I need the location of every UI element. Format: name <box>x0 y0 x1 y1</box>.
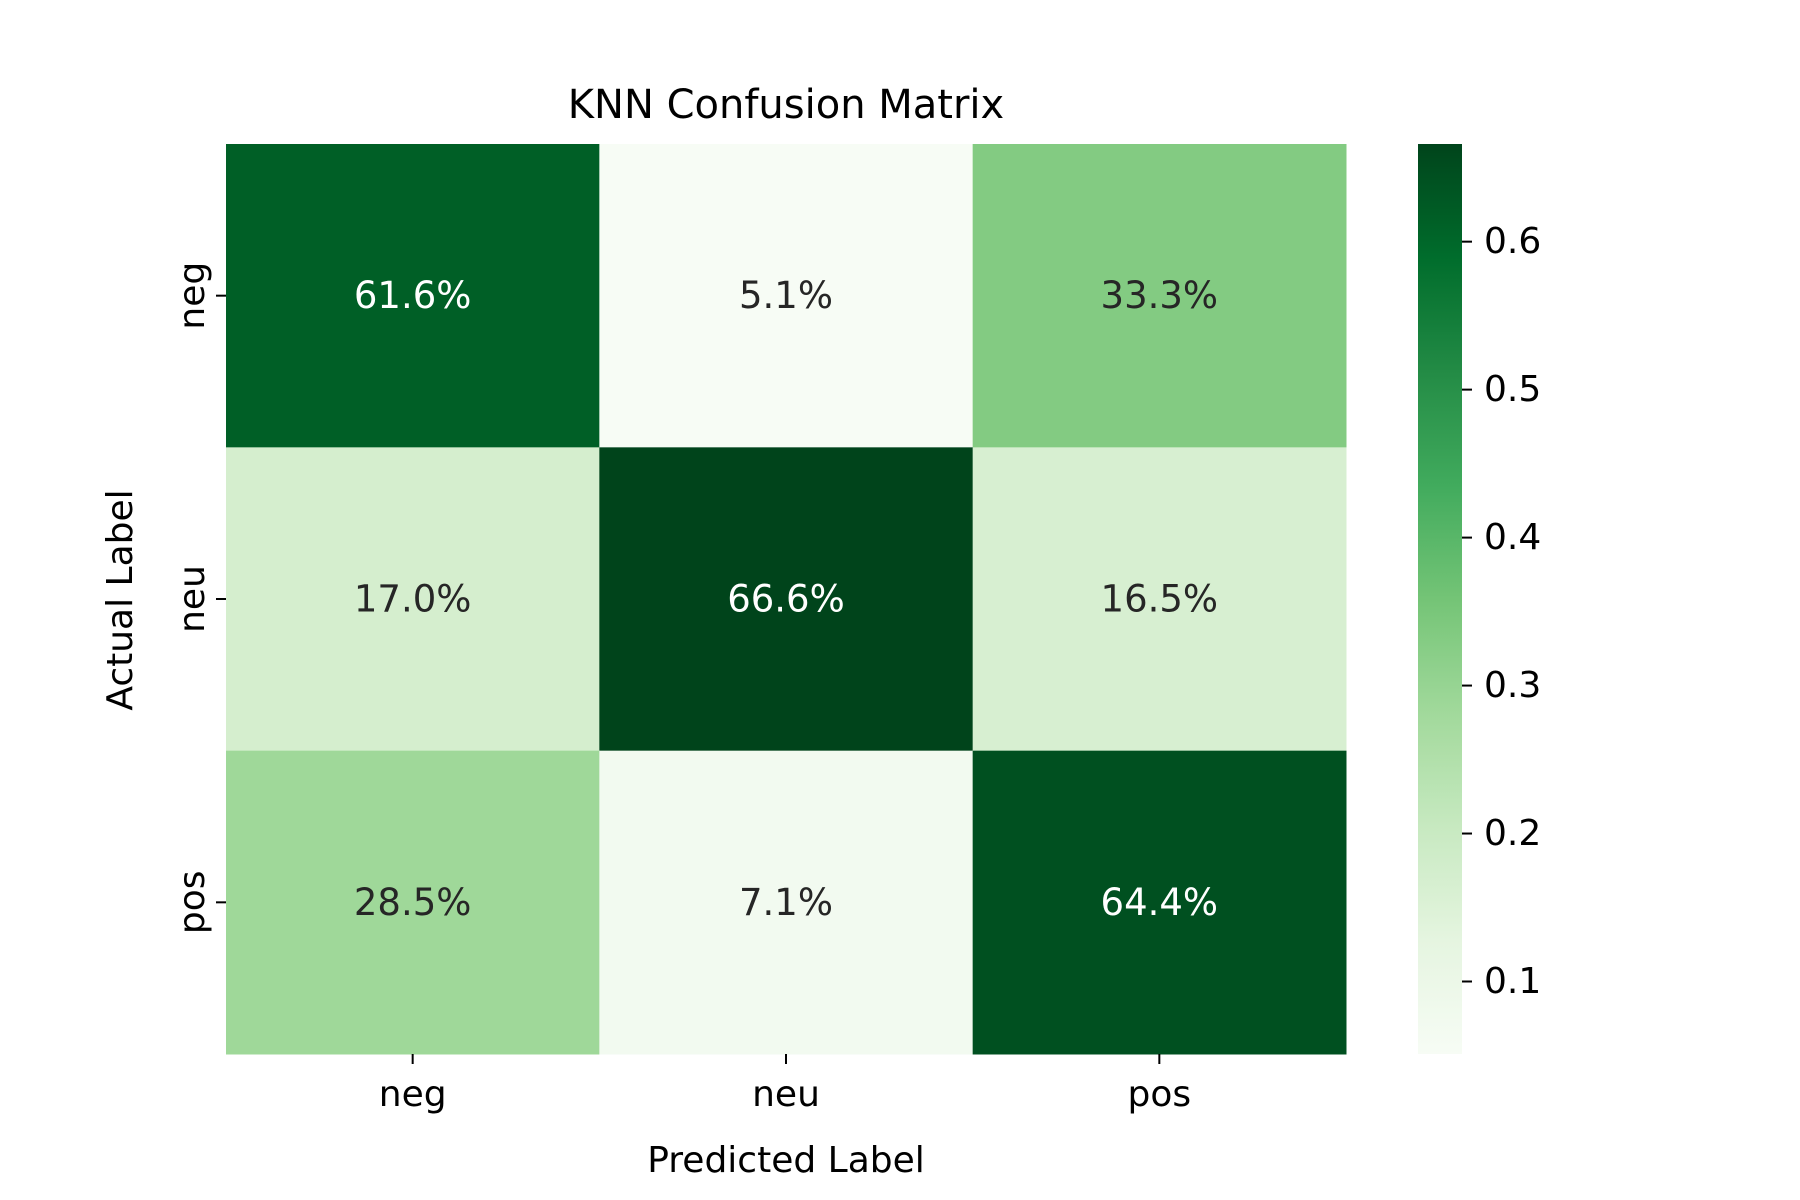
x-axis-ticks: neg neu pos <box>379 1054 1191 1115</box>
cell-value-label-neu-neu: 66.6% <box>727 578 845 621</box>
colorbar-tick-label-4: 0.5 <box>1484 369 1541 410</box>
colorbar-tick-label-0: 0.1 <box>1484 961 1541 1002</box>
cell-value-label-neg-pos: 33.3% <box>1101 274 1219 317</box>
x-axis-label: Predicted Label <box>647 1140 925 1181</box>
heatmap-cell-neu-neg <box>226 447 600 752</box>
colorbar-tick-label-5: 0.6 <box>1484 221 1541 262</box>
colorbar: 0.1 0.2 0.3 0.4 0.5 0.6 <box>1418 144 1541 1054</box>
heatmap-grid <box>226 144 1347 1055</box>
y-tick-label-neg: neg <box>172 262 213 330</box>
heatmap-cell-pos-pos <box>972 750 1347 1055</box>
x-tick-label-neu: neu <box>752 1074 820 1115</box>
cell-value-label-pos-pos: 64.4% <box>1101 881 1219 924</box>
colorbar-gradient <box>1418 144 1462 1054</box>
heatmap-cell-neu-pos <box>972 447 1347 752</box>
cell-value-label-neg-neg: 61.6% <box>354 274 472 317</box>
colorbar-tick-label-1: 0.2 <box>1484 813 1541 854</box>
chart-title: KNN Confusion Matrix <box>568 82 1004 128</box>
heatmap-cell-neg-neg <box>226 144 600 448</box>
x-tick-label-neg: neg <box>379 1074 447 1115</box>
y-axis-ticks: neg neu pos <box>172 262 226 934</box>
heatmap-cell-labels: 61.6% 5.1% 33.3% 17.0% 66.6% 16.5% 28.5% 7.1% 64… <box>354 274 1218 924</box>
y-axis-label: Actual Label <box>100 489 141 710</box>
cell-value-label-neg-neu: 5.1% <box>739 274 833 317</box>
cell-value-label-pos-neu: 7.1% <box>739 881 833 924</box>
cell-value-label-pos-neg: 28.5% <box>354 881 472 924</box>
cell-value-label-neu-pos: 16.5% <box>1101 578 1219 621</box>
x-tick-label-pos: pos <box>1128 1074 1192 1115</box>
cell-value-label-neu-neg: 17.0% <box>354 578 472 621</box>
heatmap-cell-neu-neu <box>599 447 974 752</box>
y-tick-label-neu: neu <box>172 565 213 633</box>
y-tick-label-pos: pos <box>172 871 213 935</box>
heatmap-cell-neg-neu <box>599 144 974 448</box>
heatmap-cell-neg-pos <box>972 144 1347 448</box>
colorbar-tick-label-3: 0.4 <box>1484 517 1541 558</box>
colorbar-tick-label-2: 0.3 <box>1484 665 1541 706</box>
heatmap-cell-pos-neg <box>226 750 600 1055</box>
heatmap-cell-pos-neu <box>599 750 974 1055</box>
